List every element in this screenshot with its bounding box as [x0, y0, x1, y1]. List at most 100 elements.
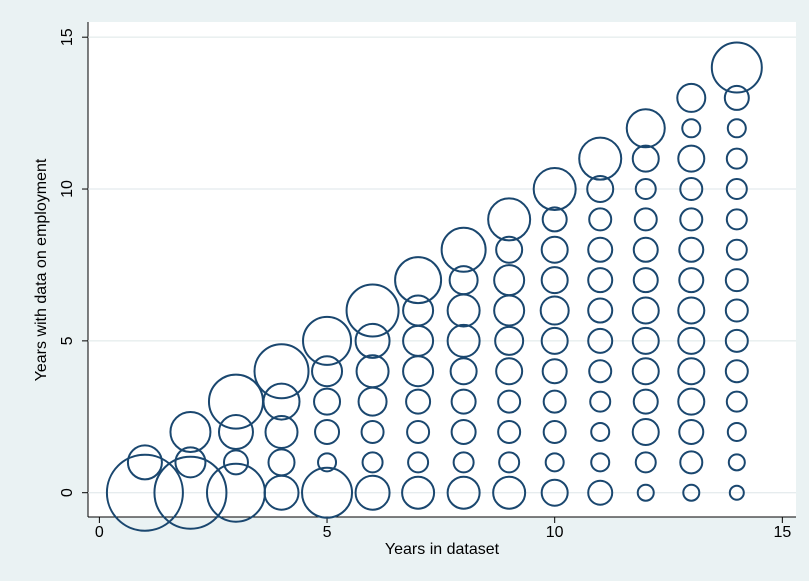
bubble	[542, 389, 567, 414]
bubble	[498, 451, 521, 474]
bubble	[676, 82, 707, 113]
bubble	[725, 390, 748, 413]
bubble	[634, 178, 657, 201]
bubble	[723, 84, 750, 111]
bubble	[495, 235, 524, 264]
bubble	[492, 475, 527, 510]
bubble	[678, 236, 705, 263]
bubble	[497, 419, 522, 444]
bubble	[681, 118, 702, 139]
bubble	[679, 450, 704, 475]
bubble	[401, 475, 436, 510]
bubble	[313, 387, 342, 416]
bubble	[724, 328, 749, 353]
bubble	[440, 226, 487, 273]
bubble	[446, 475, 481, 510]
bubble	[314, 418, 341, 445]
bubble	[586, 175, 615, 204]
bubble	[631, 296, 660, 325]
bubble	[217, 413, 254, 450]
bubble	[407, 451, 430, 474]
bubble	[726, 118, 747, 139]
x-tick-label: 5	[323, 524, 332, 541]
bubble	[532, 167, 577, 212]
bubble	[406, 419, 431, 444]
bubble	[625, 108, 666, 149]
bubble	[493, 264, 526, 297]
plot-area	[88, 22, 796, 517]
bubble	[542, 419, 567, 444]
bubble	[264, 414, 299, 449]
bubble	[450, 418, 477, 445]
bubble	[678, 418, 705, 445]
bubble	[253, 343, 310, 400]
bubble	[724, 268, 749, 293]
bubble	[588, 207, 613, 232]
bubble	[682, 483, 701, 502]
bubble	[126, 444, 163, 481]
bubble	[540, 478, 569, 507]
bubble	[677, 357, 706, 386]
bubble	[587, 297, 614, 324]
bubble	[590, 452, 611, 473]
bubble	[487, 197, 532, 242]
bubble	[345, 283, 400, 338]
bubble	[710, 41, 763, 94]
bubble	[632, 236, 659, 263]
bubble	[726, 421, 747, 442]
bubble	[633, 207, 658, 232]
bubble	[631, 357, 660, 386]
bubble	[631, 144, 660, 173]
bubble	[587, 236, 614, 263]
bubble	[728, 484, 745, 501]
x-tick-label: 0	[95, 524, 104, 541]
bubble	[402, 294, 435, 327]
bubble	[540, 326, 569, 355]
bubble	[495, 357, 524, 386]
bubble	[634, 451, 657, 474]
y-tick-label: 0	[59, 488, 76, 497]
y-tick-label: 5	[59, 336, 76, 345]
bubble	[679, 177, 704, 202]
bubble	[677, 326, 706, 355]
bubble	[725, 178, 748, 201]
bubble	[541, 358, 568, 385]
bubble	[587, 267, 614, 294]
bubble	[405, 388, 432, 415]
bubble	[497, 389, 522, 414]
bubble	[632, 267, 659, 294]
bubble	[153, 455, 228, 530]
bubble	[636, 483, 655, 502]
bubble	[590, 421, 611, 442]
bubble	[540, 266, 569, 295]
x-tick-label: 15	[773, 524, 791, 541]
bubble	[679, 207, 704, 232]
bubble	[311, 355, 344, 388]
bubble	[452, 451, 475, 474]
bubble	[354, 474, 391, 511]
bubble	[540, 235, 569, 264]
bubble	[539, 295, 570, 326]
bubble	[105, 453, 184, 532]
bubble	[677, 387, 706, 416]
y-axis-label: Years with data on employment	[33, 158, 50, 381]
bubble	[631, 417, 660, 446]
bubble	[631, 326, 660, 355]
bubble	[678, 267, 705, 294]
bubble	[355, 354, 390, 389]
bubble	[724, 298, 749, 323]
bubble	[677, 296, 706, 325]
bubble	[360, 419, 385, 444]
bubble	[354, 322, 391, 359]
bubble	[725, 208, 748, 231]
bubble	[394, 256, 443, 305]
bubble	[725, 238, 748, 261]
bubble	[724, 359, 749, 384]
bubble	[727, 453, 746, 472]
bubble	[677, 144, 706, 173]
bubble	[578, 136, 623, 181]
bubble	[632, 388, 659, 415]
bubble	[588, 359, 613, 384]
bubble	[589, 390, 612, 413]
x-tick-label: 10	[546, 524, 564, 541]
